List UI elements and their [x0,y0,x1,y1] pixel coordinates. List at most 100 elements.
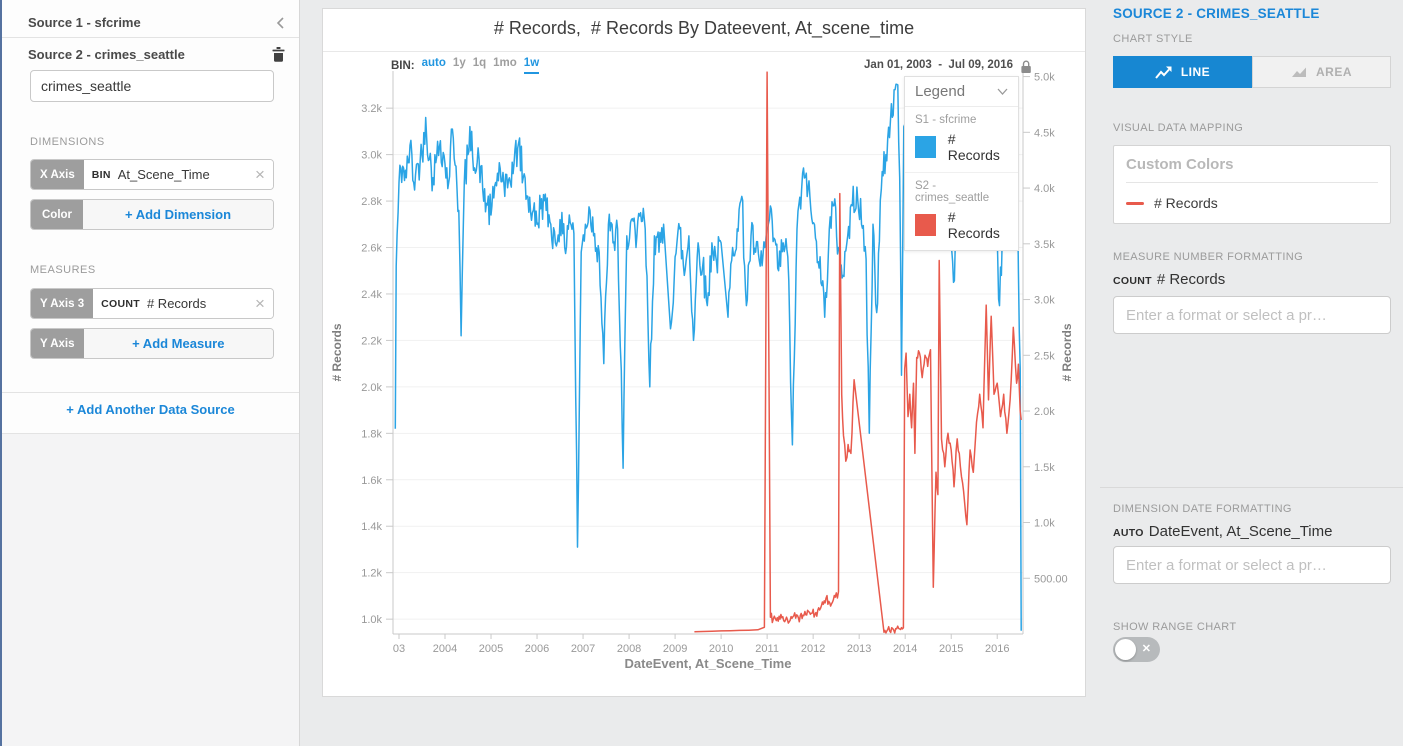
table-name-input[interactable] [30,70,274,102]
svg-text:2012: 2012 [801,643,825,655]
bin-option-1q[interactable]: 1q [472,57,487,69]
chart-plot-area[interactable]: 1.0k 1.2k 1.4k 1.6k 1.8k 2.0k 2.2k 2.4k 2.6k 2.8k… [323,9,1087,697]
chart-style-label: CHART STYLE [1113,33,1193,45]
bin-option-1y[interactable]: 1y [452,57,466,69]
svg-text:2013: 2013 [847,643,871,655]
date-range-label: Jan 01, 2003 - Jul 09, 2016 [864,59,1013,71]
count-prefix: COUNT [101,297,140,310]
series-swatch-blue [915,136,936,158]
source-1-row[interactable]: Source 1 - sfcrime [2,8,299,38]
color-chip: Color [31,200,83,229]
svg-text:2.5k: 2.5k [1034,350,1055,362]
add-dimension-link[interactable]: + Add Dimension [124,207,232,222]
svg-text:2004: 2004 [433,643,457,655]
legend-header[interactable]: Legend [905,77,1018,107]
svg-text:3.5k: 3.5k [1034,239,1055,251]
x-axis-field[interactable]: BIN At_Scene_Time [83,160,247,189]
x-axis-dimension-row: X Axis BIN At_Scene_Time × [30,159,274,190]
y-measure-value: # Records [146,296,207,311]
legend-title: Legend [915,83,966,100]
bin-option-1mo[interactable]: 1mo [493,57,517,69]
date-format-heading: AUTO DateEvent, At_Scene_Time [1113,523,1391,540]
add-measure-link[interactable]: + Add Measure [132,336,225,351]
svg-text:2010: 2010 [709,643,733,655]
bin-prefix: BIN [91,168,111,181]
svg-text:4.0k: 4.0k [1034,183,1055,195]
dimensions-label: DIMENSIONS [30,136,105,148]
chart-style-toggle: LINE AREA [1113,56,1391,88]
chevron-down-icon[interactable] [997,88,1008,95]
svg-text:DateEvent, At_Scene_Time: DateEvent, At_Scene_Time [625,656,792,671]
svg-text:1.8k: 1.8k [361,428,382,440]
divider [1100,487,1403,488]
svg-text:3.0k: 3.0k [1034,295,1055,307]
svg-text:2006: 2006 [525,643,549,655]
custom-color-row[interactable]: # Records [1126,195,1378,211]
count-prefix: COUNT [1113,275,1152,287]
source-2-header: Source 2 - crimes_seattle [28,46,185,62]
measure-format-name: # Records [1156,271,1226,288]
add-measure-row: Y Axis + Add Measure [30,328,274,359]
y-axis-3-chip: Y Axis 3 [31,289,94,318]
svg-text:2008: 2008 [617,643,641,655]
line-style-button[interactable]: LINE [1113,56,1252,88]
series-line-red [694,71,1022,634]
svg-text:# Records: # Records [330,323,344,381]
divider [323,51,1085,52]
bin-option-auto[interactable]: auto [421,57,446,69]
svg-text:2.0k: 2.0k [1034,406,1055,418]
remove-y-measure-icon[interactable]: × [247,289,273,318]
legend-item: S1 - sfcrime # Records [905,107,1018,173]
custom-color-measure: # Records [1154,195,1218,211]
svg-text:03: 03 [393,643,405,655]
add-dimension-area[interactable]: + Add Dimension [83,200,273,229]
y-axis-chip: Y Axis [31,329,84,358]
measure-format-input[interactable] [1113,296,1391,334]
legend-item: S2 - crimes_seattle # Records [905,173,1018,250]
visual-data-mapping-label: VISUAL DATA MAPPING [1113,122,1244,134]
toggle-off-icon: ✕ [1141,643,1151,655]
svg-text:3.0k: 3.0k [361,150,382,162]
sidebar-footer [2,434,299,746]
svg-text:2015: 2015 [939,643,963,655]
svg-text:1.4k: 1.4k [361,521,382,533]
add-data-source-link[interactable]: + Add Another Data Source [66,402,235,417]
bin-options: auto 1y 1q 1mo 1w [422,57,540,74]
svg-text:2011: 2011 [755,643,779,655]
svg-text:5.0k: 5.0k [1034,72,1055,84]
collapse-chevron-icon[interactable] [276,16,285,30]
bin-selector: BIN: auto 1y 1q 1mo 1w [391,57,540,74]
range-chart-toggle[interactable]: ✕ [1113,637,1160,662]
custom-colors-title: Custom Colors [1126,156,1378,183]
remove-x-dimension-icon[interactable]: × [247,160,273,189]
svg-text:2016: 2016 [985,643,1009,655]
svg-text:1.0k: 1.0k [361,614,382,626]
chart-card: # Records, # Records By Dateevent, At_sc… [322,8,1086,697]
dimension-date-formatting-label: DIMENSION DATE FORMATTING [1113,503,1292,515]
toggle-knob[interactable] [1115,639,1136,660]
panel-title: SOURCE 2 - CRIMES_SEATTLE [1113,6,1320,21]
lock-icon [1022,60,1030,66]
svg-text:1.0k: 1.0k [1034,518,1055,530]
svg-text:2.8k: 2.8k [361,196,382,208]
source-2-row: Source 2 - crimes_seattle [2,42,299,66]
series-swatch-red [915,214,936,236]
line-chart-icon [1155,66,1172,79]
svg-text:2014: 2014 [893,643,917,655]
bin-label: BIN: [391,59,415,72]
add-measure-area[interactable]: + Add Measure [83,329,273,358]
source-1-header: Source 1 - sfcrime [28,15,141,30]
svg-text:2.4k: 2.4k [361,289,382,301]
date-format-name: DateEvent, At_Scene_Time [1148,523,1333,540]
red-line-swatch [1126,201,1144,205]
area-style-button[interactable]: AREA [1252,56,1391,88]
measure-number-formatting-label: MEASURE NUMBER FORMATTING [1113,251,1304,263]
date-format-input[interactable] [1113,546,1391,584]
bin-option-1w[interactable]: 1w [523,57,540,74]
legend-source-label: S1 - sfcrime [915,114,977,126]
trash-icon[interactable] [272,46,285,62]
y-measure-field[interactable]: COUNT # Records [93,289,247,318]
svg-text:# Records: # Records [1060,323,1074,381]
svg-text:1.2k: 1.2k [361,568,382,580]
custom-colors-card: Custom Colors # Records [1113,145,1391,224]
